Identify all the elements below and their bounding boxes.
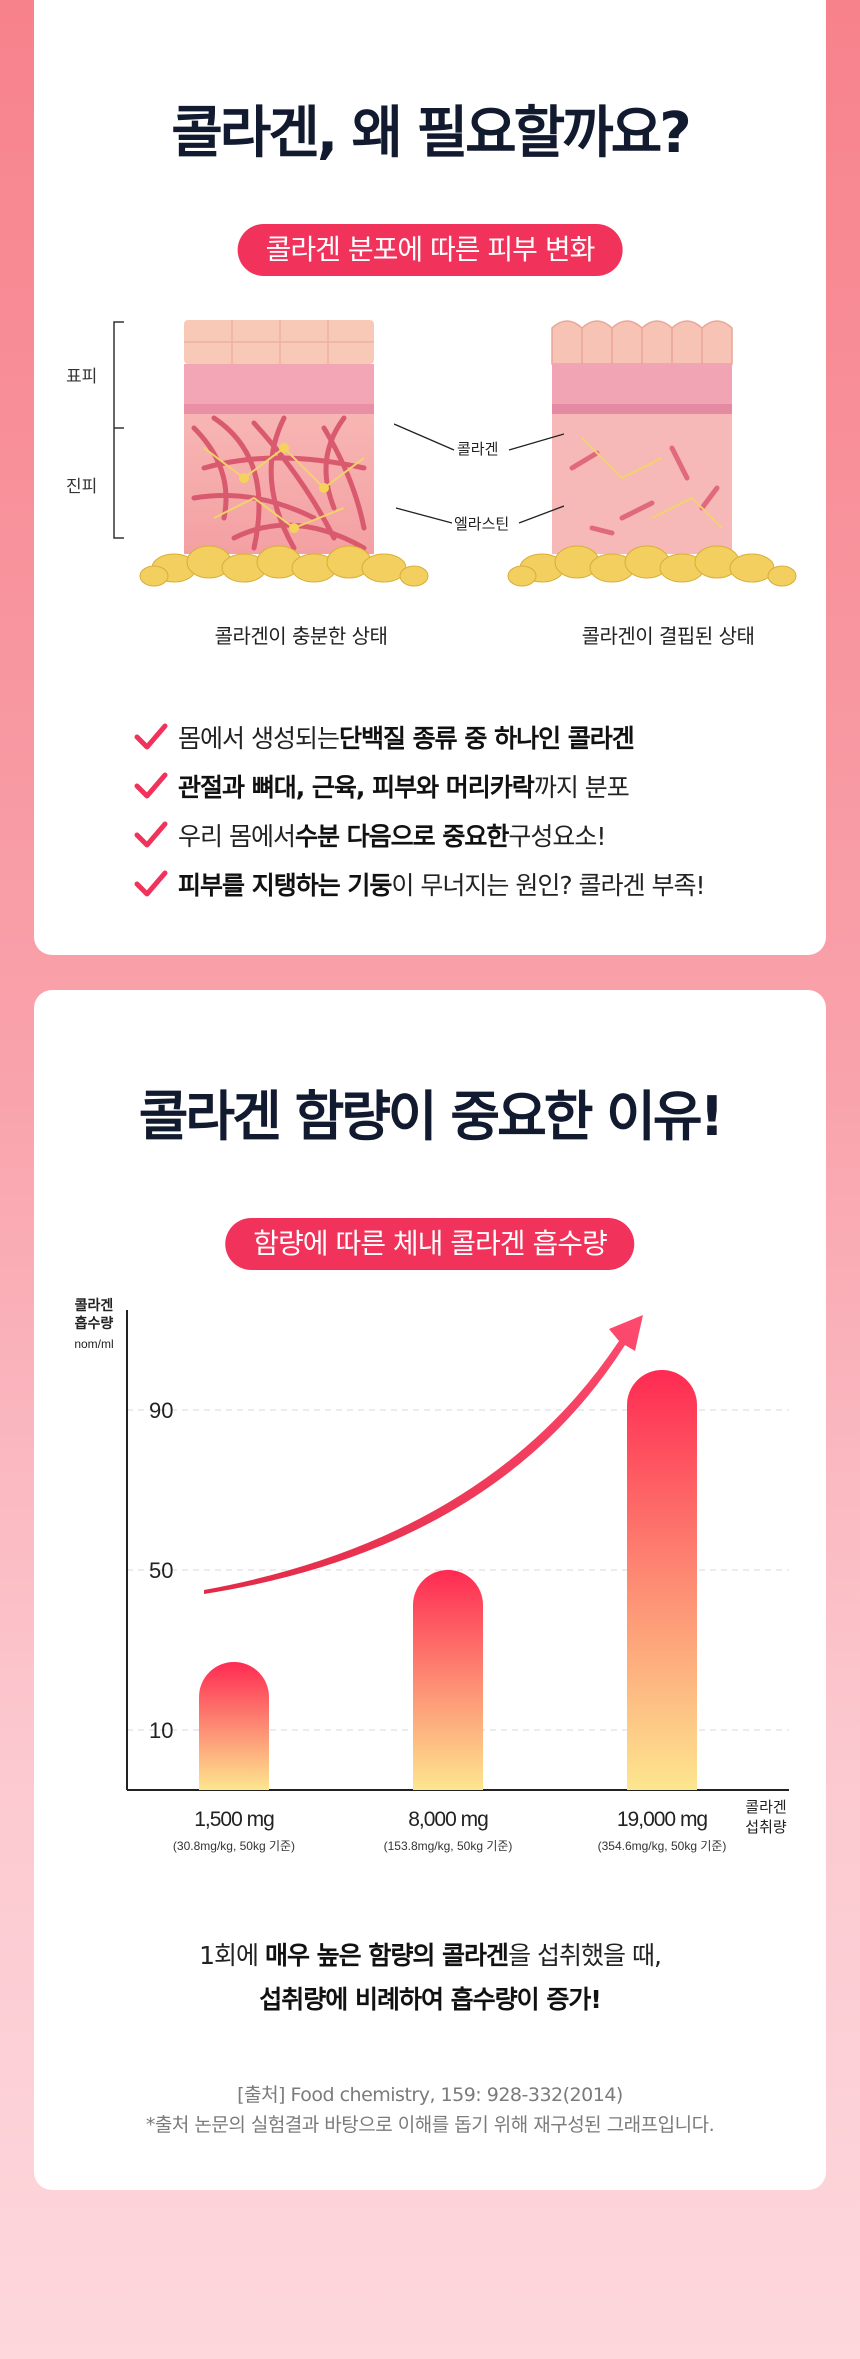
x-axis-label-2: 섭취량 <box>745 1819 787 1836</box>
y-axis-label: 콜라겐 <box>75 1297 114 1313</box>
y-tick-label: 50 <box>149 1558 173 1583</box>
section-title: 콜라겐 함량이 중요한 이유! <box>138 1085 725 1148</box>
collagen-content-card: 콜라겐 함량이 중요한 이유! 함량에 따른 체내 콜라겐 흡수량 10 50 90… <box>34 990 826 2190</box>
list-item: 우리 몸에서 수분 다음으로 중요한 구성요소! <box>134 810 705 859</box>
layer-bracket <box>113 321 124 539</box>
x-axis-label: 콜라겐 <box>745 1799 786 1816</box>
summary-line-1: 1회에 매우 높은 함량의 콜라겐을 섭취했을 때, <box>199 1941 662 1970</box>
graph-note: *출처 논문의 실험결과 바탕으로 이해를 돕기 위해 재구성된 그래프입니다. <box>145 2114 715 2136</box>
x-tick-note: (354.6mg/kg, 50kg 기준) <box>598 1839 727 1853</box>
bar <box>199 1662 269 1790</box>
list-item: 관절과 뼈대, 근육, 피부와 머리카락 까지 분포 <box>134 761 705 810</box>
list-item: 피부를 지탱하는 기둥 이 무너지는 원인? 콜라겐 부족! <box>134 859 706 908</box>
dermis-label: 진피 <box>66 477 98 497</box>
section-pill: 콜라겐 분포에 따른 피부 변화 <box>237 224 623 276</box>
check-icon <box>134 723 168 749</box>
absorption-chart: 10 50 90 1,500 mg (30.8mg/kg, 50kg 기준) 8,000… <box>74 1297 789 1853</box>
collagen-points-list: 몸에서 생성되는 단백질 종류 중 하나인 콜라겐 관절과 뼈대, 근육, 피부… <box>134 712 706 908</box>
summary-line-2: 섭취량에 비례하여 흡수량이 증가! <box>259 1985 602 2014</box>
section-pill: 함량에 따른 체내 콜라겐 흡수량 <box>225 1218 635 1270</box>
healthy-skin-illustration <box>139 320 429 587</box>
collagen-callout: 콜라겐 <box>455 438 501 459</box>
healthy-caption: 콜라겐이 충분한 상태 <box>214 624 388 648</box>
y-tick-label: 90 <box>149 1398 173 1423</box>
growth-arrow <box>204 1315 643 1594</box>
epidermis-label: 표피 <box>66 367 98 387</box>
x-tick-label: 1,500 mg <box>194 1808 274 1831</box>
x-tick-label: 8,000 mg <box>408 1808 488 1831</box>
bar <box>627 1370 697 1790</box>
bar <box>413 1570 483 1790</box>
y-axis-label-2: 흡수량 <box>75 1315 114 1331</box>
elastin-callout: 엘라스틴 <box>452 513 512 534</box>
y-tick-label: 10 <box>149 1718 173 1743</box>
x-tick-note: (153.8mg/kg, 50kg 기준) <box>384 1839 513 1853</box>
x-tick-label: 19,000 mg <box>617 1808 708 1831</box>
x-tick-note: (30.8mg/kg, 50kg 기준) <box>173 1839 295 1853</box>
check-icon <box>134 870 168 896</box>
deficient-caption: 콜라겐이 결핍된 상태 <box>581 624 755 648</box>
y-axis-unit: nom/ml <box>74 1337 113 1351</box>
callout-lines <box>394 423 564 524</box>
check-icon <box>134 821 168 847</box>
collagen-need-card: 콜라겐, 왜 필요할까요? 콜라겐 분포에 따른 피부 변화 표피 진피 <box>34 0 826 955</box>
source-citation: [출처] Food chemistry, 159: 928-332(2014) <box>237 2084 623 2106</box>
section-title: 콜라겐, 왜 필요할까요? <box>171 101 691 166</box>
list-item: 몸에서 생성되는 단백질 종류 중 하나인 콜라겐 <box>134 712 705 761</box>
check-icon <box>134 772 168 798</box>
deficient-skin-illustration <box>507 320 797 587</box>
